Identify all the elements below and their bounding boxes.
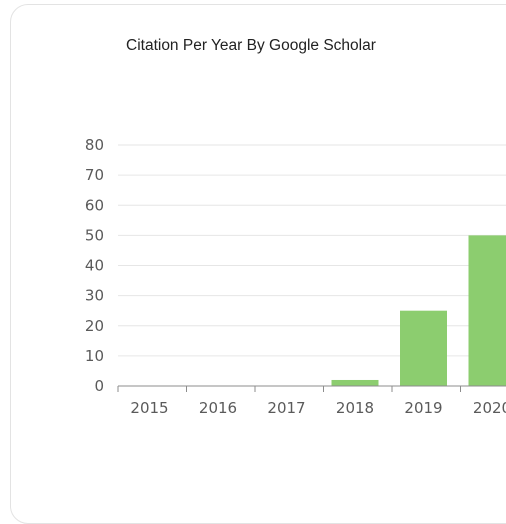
bar xyxy=(469,235,506,386)
x-tick-label: 2017 xyxy=(267,399,305,417)
y-tick-label: 10 xyxy=(85,347,104,365)
x-tick-label: 2020 xyxy=(473,399,506,417)
y-tick-label: 50 xyxy=(85,226,104,244)
x-tick-label: 2016 xyxy=(199,399,237,417)
y-tick-label: 30 xyxy=(85,287,104,305)
y-tick-label: 40 xyxy=(85,257,104,275)
bar-chart: 0 10 20 30 40 50 60 70 80 2015 2016 2017 2018 2019 202… xyxy=(0,0,506,512)
x-tick-label: 2015 xyxy=(130,399,168,417)
y-tick-label: 80 xyxy=(85,136,104,154)
y-tick-label: 70 xyxy=(85,166,104,184)
y-tick-label: 0 xyxy=(94,377,104,395)
y-tick-label: 60 xyxy=(85,196,104,214)
bar xyxy=(332,380,379,386)
y-tick-label: 20 xyxy=(85,317,104,335)
x-tick-label: 2019 xyxy=(404,399,442,417)
x-tick-label: 2018 xyxy=(336,399,374,417)
bar xyxy=(400,311,447,386)
